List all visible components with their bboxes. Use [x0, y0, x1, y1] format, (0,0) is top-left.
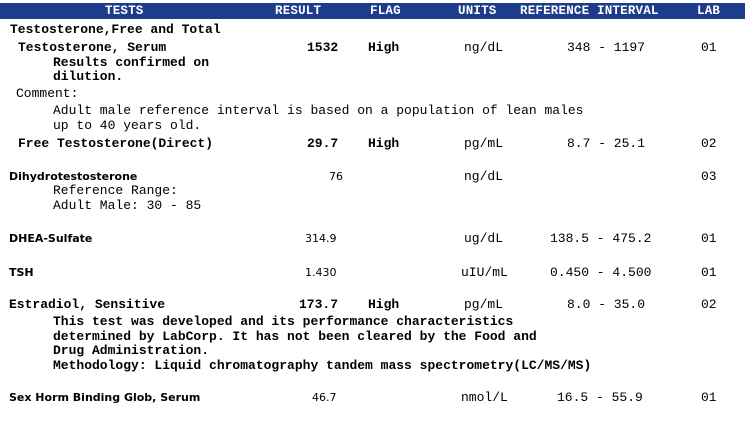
header-flag: FLAG [370, 4, 401, 18]
test-result: 1532 [307, 40, 339, 55]
result-note: Drug Administration. [53, 343, 210, 358]
test-name: Estradiol, Sensitive [9, 297, 166, 312]
test-range: 8.7 - 25.1 [567, 136, 646, 151]
test-units: pg/mL [464, 136, 504, 151]
test-lab: 02 [701, 297, 717, 312]
test-result: 46.7 [312, 391, 337, 404]
test-units: ng/dL [464, 169, 504, 184]
comment-text: up to 40 years old. [53, 118, 202, 133]
test-units: nmol/L [461, 390, 508, 405]
test-units: pg/mL [464, 297, 504, 312]
test-units: ng/dL [464, 40, 504, 55]
test-lab: 01 [701, 390, 717, 405]
result-note: Results confirmed on [53, 55, 210, 70]
test-units: ug/dL [464, 231, 504, 246]
test-lab: 02 [701, 136, 717, 151]
reference-range-value: Adult Male: 30 - 85 [53, 198, 202, 213]
test-range: 0.450 - 4.500 [550, 265, 652, 280]
header-reference-interval: REFERENCE INTERVAL [520, 4, 659, 18]
test-flag: High [368, 297, 400, 312]
test-result: 1.430 [305, 266, 337, 279]
test-result: 314.9 [305, 232, 337, 245]
test-result: 173.7 [299, 297, 339, 312]
test-units: uIU/mL [461, 265, 508, 280]
comment-text: Adult male reference interval is based o… [53, 103, 584, 118]
header-result: RESULT [275, 4, 322, 18]
test-lab: 01 [701, 40, 717, 55]
header-units: UNITS [458, 4, 497, 18]
test-range: 8.0 - 35.0 [567, 297, 646, 312]
test-flag: High [368, 136, 400, 151]
panel-title: Testosterone,Free and Total [10, 22, 221, 37]
test-range: 138.5 - 475.2 [550, 231, 652, 246]
test-name: Dihydrotestosterone [9, 170, 138, 183]
test-result: 29.7 [307, 136, 339, 151]
test-flag: High [368, 40, 400, 55]
test-lab: 01 [701, 265, 717, 280]
test-range: 348 - 1197 [567, 40, 646, 55]
table-header: TESTS RESULT FLAG UNITS REFERENCE INTERV… [0, 3, 745, 19]
result-note: This test was developed and its performa… [53, 314, 514, 329]
result-note: determined by LabCorp. It has not been c… [53, 329, 537, 344]
header-lab: LAB [697, 4, 721, 18]
test-name: DHEA-Sulfate [9, 232, 93, 245]
result-note: Methodology: Liquid chromatography tande… [53, 358, 592, 373]
reference-range-label: Reference Range: [53, 183, 178, 198]
result-note: dilution. [53, 69, 124, 84]
test-name: Testosterone, Serum [18, 40, 167, 55]
header-tests: TESTS [105, 4, 144, 18]
test-range: 16.5 - 55.9 [557, 390, 643, 405]
test-lab: 03 [701, 169, 717, 184]
test-result: 76 [329, 170, 343, 183]
test-name: TSH [9, 266, 34, 279]
test-lab: 01 [701, 231, 717, 246]
comment-label: Comment: [16, 86, 79, 101]
test-name: Free Testosterone(Direct) [18, 136, 214, 151]
test-name: Sex Horm Binding Glob, Serum [9, 391, 201, 404]
